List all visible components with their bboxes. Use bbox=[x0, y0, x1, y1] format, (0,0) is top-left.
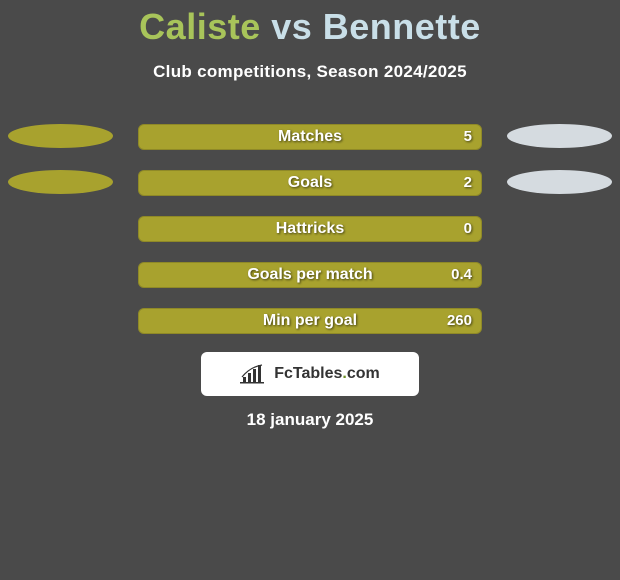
page-title: Caliste vs Bennette bbox=[0, 0, 620, 48]
logo-badge: FcTables.com bbox=[201, 352, 419, 396]
stat-bar-fill-right bbox=[138, 170, 482, 196]
stats-row: Matches5 bbox=[0, 124, 620, 170]
stats-row: Goals2 bbox=[0, 170, 620, 216]
logo-text: FcTables.com bbox=[274, 365, 380, 383]
stats-rows: Matches5Goals2Hattricks0Goals per match0… bbox=[0, 124, 620, 354]
stat-bar bbox=[138, 216, 482, 242]
player2-marker bbox=[507, 124, 612, 148]
stat-bar-fill-right bbox=[138, 308, 482, 334]
logo-inner: FcTables.com bbox=[240, 363, 380, 385]
player2-marker bbox=[507, 170, 612, 194]
stat-bar-fill-right bbox=[138, 216, 482, 242]
bar-chart-icon bbox=[240, 363, 268, 385]
title-vs: vs bbox=[261, 6, 323, 47]
stat-bar bbox=[138, 262, 482, 288]
stat-bar-fill-right bbox=[138, 124, 482, 150]
logo-mid: Tables bbox=[293, 365, 343, 382]
title-player2: Bennette bbox=[323, 6, 481, 47]
logo-suffix: com bbox=[347, 365, 380, 382]
player1-marker bbox=[8, 124, 113, 148]
title-player1: Caliste bbox=[139, 6, 261, 47]
stat-bar-fill-right bbox=[138, 262, 482, 288]
stats-row: Hattricks0 bbox=[0, 216, 620, 262]
stat-bar bbox=[138, 170, 482, 196]
logo-prefix: Fc bbox=[274, 365, 293, 382]
player1-marker bbox=[8, 170, 113, 194]
stat-bar bbox=[138, 124, 482, 150]
stats-row: Min per goal260 bbox=[0, 308, 620, 354]
date-text: 18 january 2025 bbox=[0, 410, 620, 430]
stats-row: Goals per match0.4 bbox=[0, 262, 620, 308]
subtitle: Club competitions, Season 2024/2025 bbox=[0, 62, 620, 82]
stat-bar bbox=[138, 308, 482, 334]
